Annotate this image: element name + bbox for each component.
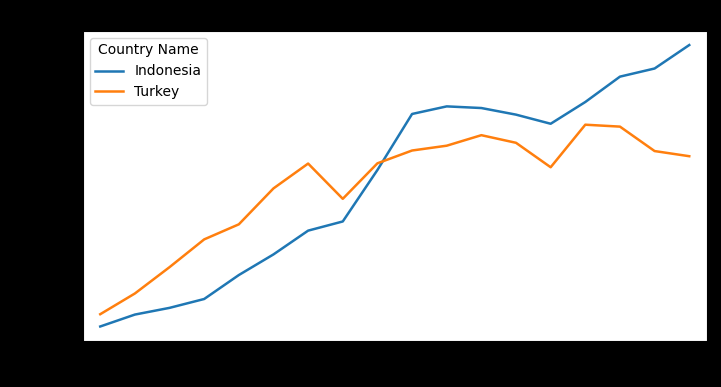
Turkey (547, 165, 555, 170)
Turkey (165, 265, 174, 269)
Turkey (581, 122, 590, 127)
Indonesia (650, 66, 659, 71)
Turkey (131, 291, 139, 296)
Legend: Indonesia, Turkey: Indonesia, Turkey (90, 38, 207, 105)
Turkey (408, 148, 417, 153)
Indonesia (200, 297, 208, 301)
Indonesia (616, 74, 624, 79)
Indonesia (165, 306, 174, 310)
Turkey (650, 149, 659, 153)
Indonesia (408, 112, 417, 116)
Line: Indonesia: Indonesia (100, 45, 689, 327)
Indonesia (338, 219, 347, 224)
Indonesia (685, 43, 694, 47)
Indonesia (96, 324, 105, 329)
Turkey (200, 237, 208, 242)
Indonesia (512, 112, 521, 117)
Turkey (304, 161, 312, 166)
Turkey (96, 312, 105, 317)
Indonesia (269, 252, 278, 257)
Indonesia (547, 122, 555, 126)
Indonesia (131, 312, 139, 317)
Turkey (616, 124, 624, 129)
Turkey (338, 197, 347, 201)
Turkey (512, 140, 521, 145)
Indonesia (443, 104, 451, 109)
Indonesia (304, 228, 312, 233)
Indonesia (373, 168, 381, 172)
Turkey (234, 222, 243, 227)
Turkey (477, 133, 486, 137)
Indonesia (234, 273, 243, 277)
Turkey (443, 143, 451, 148)
Indonesia (581, 100, 590, 104)
Turkey (373, 161, 381, 166)
Turkey (685, 154, 694, 159)
Line: Turkey: Turkey (100, 125, 689, 314)
Indonesia (477, 106, 486, 110)
Turkey (269, 186, 278, 191)
